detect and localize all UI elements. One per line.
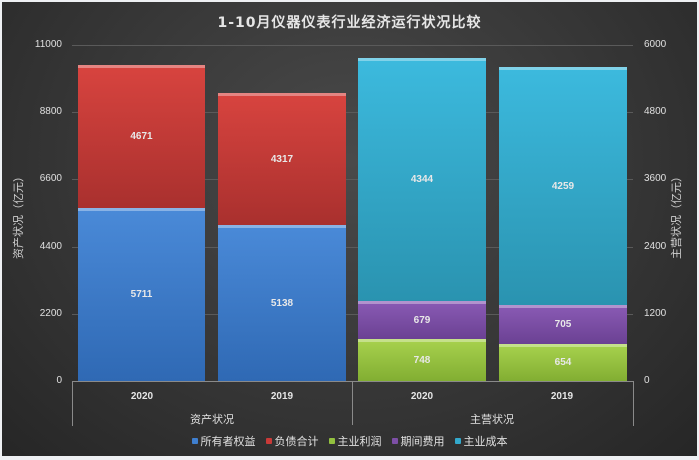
category-year: 2019 xyxy=(550,391,574,402)
legend-label: 所有者权益 xyxy=(200,435,256,448)
legend: 所有者权益 负债合计 主业利润 期间费用 主业成本 xyxy=(2,433,697,449)
legend-swatch-icon xyxy=(454,438,461,444)
segment-total-liabilities: 4671 xyxy=(78,65,205,208)
y-tick-right: 3600 xyxy=(644,173,667,184)
segment-main-cost: 4259 xyxy=(499,67,627,305)
gridline xyxy=(72,314,633,315)
segment-total-liabilities: 4317 xyxy=(218,93,346,225)
bar-operations-2019[interactable]: 654 705 4259 xyxy=(499,67,627,381)
legend-item-main-profit[interactable]: 主业利润 xyxy=(328,433,382,449)
legend-item-owner-equity[interactable]: 所有者权益 xyxy=(191,433,256,449)
gridline xyxy=(72,247,633,248)
bar-assets-2019[interactable]: 5138 4317 xyxy=(218,93,346,381)
legend-label: 主业成本 xyxy=(463,435,508,448)
segment-period-expenses: 705 xyxy=(499,305,627,344)
y-tick-left: 2200 xyxy=(39,308,62,319)
legend-swatch-icon xyxy=(391,438,398,444)
segment-main-cost: 4344 xyxy=(358,58,486,301)
y-tick-right: 2400 xyxy=(644,241,667,252)
category-group-assets: 资产状况 xyxy=(190,413,234,426)
category-divider xyxy=(352,381,353,425)
legend-item-main-cost[interactable]: 主业成本 xyxy=(454,433,508,449)
y-tick-right: 1200 xyxy=(644,308,667,319)
category-year: 2019 xyxy=(270,391,294,402)
y-tick-left: 4400 xyxy=(39,241,62,252)
gridline xyxy=(72,45,633,46)
legend-swatch-icon xyxy=(191,438,198,444)
y-tick-left: 6600 xyxy=(39,173,62,184)
y-tick-left: 8800 xyxy=(39,106,62,117)
gridline xyxy=(72,179,633,180)
bar-operations-2020[interactable]: 748 679 4344 xyxy=(358,58,486,381)
legend-label: 期间费用 xyxy=(400,435,445,448)
category-axis xyxy=(72,381,634,426)
category-year: 2020 xyxy=(130,391,154,402)
segment-main-profit: 654 xyxy=(499,344,627,381)
segment-owner-equity: 5711 xyxy=(78,208,205,381)
legend-label: 负债合计 xyxy=(274,435,319,448)
legend-label: 主业利润 xyxy=(337,435,382,448)
y-tick-right: 6000 xyxy=(644,39,667,50)
segment-owner-equity: 5138 xyxy=(218,225,346,381)
y-tick-right: 4800 xyxy=(644,106,667,117)
gridline xyxy=(72,112,633,113)
y-axis-title-left: 资产状况（亿元） xyxy=(12,171,25,259)
legend-item-period-expenses[interactable]: 期间费用 xyxy=(391,433,445,449)
category-group-operations: 主营状况 xyxy=(470,413,514,426)
y-tick-left: 11000 xyxy=(34,39,62,50)
segment-period-expenses: 679 xyxy=(358,301,486,339)
bar-assets-2020[interactable]: 5711 4671 xyxy=(78,65,205,381)
category-year: 2020 xyxy=(410,391,434,402)
y-tick-left: 0 xyxy=(56,375,62,386)
legend-swatch-icon xyxy=(265,438,272,444)
segment-main-profit: 748 xyxy=(358,339,486,381)
legend-item-total-liabilities[interactable]: 负债合计 xyxy=(265,433,319,449)
y-axis-title-right: 主营状况（亿元） xyxy=(670,171,683,259)
y-tick-right: 0 xyxy=(644,375,650,386)
legend-swatch-icon xyxy=(328,438,335,444)
chart-title: 1-10月仪器仪表行业经济运行状况比较 xyxy=(217,15,482,31)
